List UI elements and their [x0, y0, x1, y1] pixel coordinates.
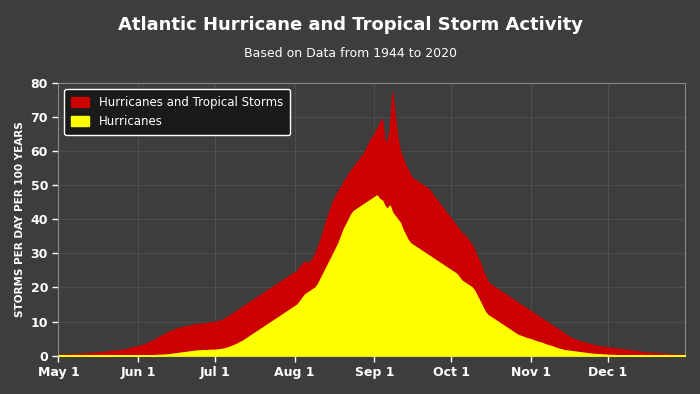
Y-axis label: STORMS PER DAY PER 100 YEARS: STORMS PER DAY PER 100 YEARS	[15, 121, 25, 317]
Text: Based on Data from 1944 to 2020: Based on Data from 1944 to 2020	[244, 47, 456, 60]
Text: Atlantic Hurricane and Tropical Storm Activity: Atlantic Hurricane and Tropical Storm Ac…	[118, 16, 582, 34]
Legend: Hurricanes and Tropical Storms, Hurricanes: Hurricanes and Tropical Storms, Hurrican…	[64, 89, 290, 135]
